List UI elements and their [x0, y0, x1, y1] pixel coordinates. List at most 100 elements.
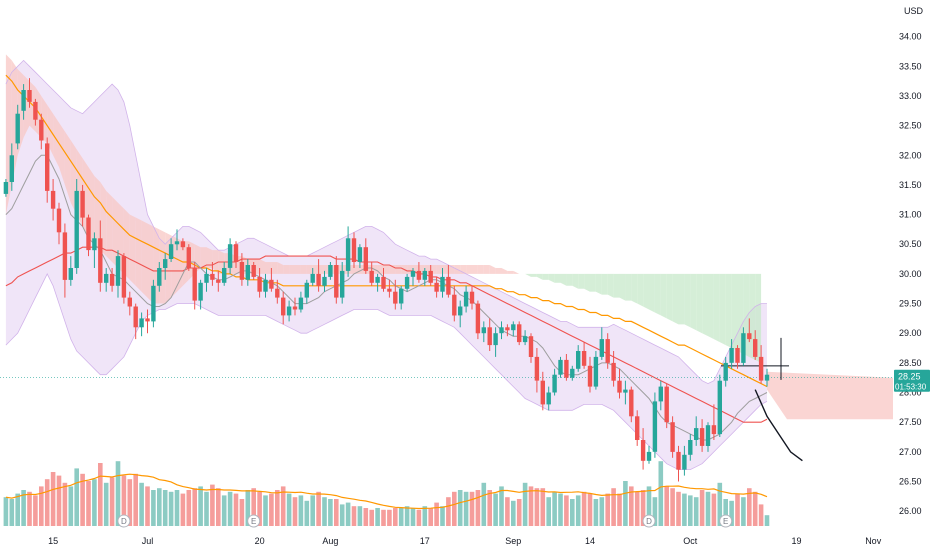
event-marker: E [247, 514, 261, 528]
cloud-forward [767, 371, 893, 420]
volume-bar [275, 490, 280, 526]
volume-bar [599, 497, 605, 526]
cloud-segment [489, 265, 496, 274]
volume-bar [50, 472, 56, 526]
cloud-segment [536, 273, 543, 280]
cloud-segment [177, 238, 183, 292]
cloud-segment [129, 214, 136, 286]
candle-body [281, 297, 286, 316]
candle-body [375, 276, 380, 283]
time-tick-label: 15 [48, 536, 58, 546]
price-axis[interactable]: 26.00 26.50 27.00 27.50 28.00 28.50 29.00 29.50… [893, 0, 932, 550]
volume-bar [198, 486, 203, 526]
volume-bar [109, 477, 115, 526]
volume-bar [434, 502, 439, 526]
candle-body [328, 265, 333, 277]
bb-lower-line [5, 272, 768, 471]
volume-bar [723, 499, 728, 526]
cloud-segment [531, 273, 537, 277]
volume-bar [174, 490, 180, 526]
cloud-segment [94, 176, 101, 251]
event-marker: D [642, 514, 656, 528]
volume-bar [62, 482, 68, 526]
cloud-segment [283, 265, 290, 274]
candle-body [151, 285, 156, 322]
candle-body [552, 374, 557, 393]
cloud-segment [672, 273, 679, 325]
event-marker-badge [247, 514, 261, 528]
volume-bar [617, 493, 622, 526]
volume-bar [351, 506, 357, 526]
cloud-segment [483, 265, 490, 274]
sma-fast-line [5, 154, 768, 441]
candle-body [227, 244, 233, 268]
candle-body [104, 273, 109, 283]
cloud-segment [295, 265, 301, 274]
volume-bar [216, 488, 221, 526]
price-tick-label: 26.00 [899, 506, 922, 516]
candle-body [269, 279, 274, 289]
volume-bar [292, 497, 298, 526]
candle-body [62, 232, 68, 280]
time-axis[interactable]: 15Jul20Aug17Sep14Oct19Nov16Dec14 [0, 532, 932, 550]
candle-body [558, 359, 563, 375]
cloud-segment [395, 265, 402, 274]
candle-body [251, 265, 256, 277]
cloud-segment [442, 265, 449, 274]
projection-line [754, 389, 803, 462]
volume-bar [534, 488, 540, 526]
cloud-segment [625, 273, 632, 301]
volume-bar [322, 497, 327, 526]
volume-bar [540, 488, 546, 526]
cloud-segment [578, 273, 585, 289]
cloud-segment [206, 247, 213, 268]
candle-body [664, 386, 669, 423]
event-marker: E [719, 514, 733, 528]
candle-body [21, 90, 26, 111]
volume-bar [629, 486, 634, 526]
candle-body [80, 190, 85, 218]
cloud-segment [377, 265, 384, 274]
candle-body [39, 119, 44, 141]
candle-body [198, 282, 203, 301]
cloud-segment [719, 273, 726, 346]
volume-bar [404, 506, 410, 526]
volume-bar [593, 499, 599, 526]
cloud-segment [306, 265, 313, 274]
volume-bar [652, 497, 658, 526]
volume-bar [670, 488, 675, 526]
volume-bar [286, 493, 292, 526]
volume-bar [80, 473, 85, 526]
candle-body [334, 265, 339, 298]
time-axis-panel [0, 532, 893, 550]
event-marker-label: D [121, 517, 127, 526]
candle-body [163, 259, 168, 268]
volume-bar [151, 490, 156, 526]
volume-bar [157, 488, 162, 526]
volume-bar [640, 490, 646, 526]
volume-bar [239, 499, 245, 526]
time-tick-label: Jul [142, 536, 154, 546]
candle-body [322, 276, 327, 286]
candle-body [428, 270, 433, 283]
candle-body [369, 270, 374, 283]
volume-bar [440, 506, 445, 526]
volume-bar [127, 479, 133, 526]
price-tick-label: 30.00 [899, 269, 922, 279]
candle-body [298, 297, 304, 310]
volume-bar [363, 508, 369, 526]
cloud-segment [53, 113, 59, 168]
volume-bar [516, 499, 522, 526]
cloud-segment [466, 265, 472, 274]
volume-bar [705, 491, 711, 526]
candle-body [747, 333, 752, 340]
volume-bar [398, 508, 404, 526]
volume-bar [180, 493, 186, 526]
volume-bar [428, 508, 433, 526]
candle-body [540, 380, 545, 405]
volume-bar [74, 468, 79, 526]
volume-bar [233, 493, 239, 526]
volume-bar [605, 493, 610, 526]
cloud-segment [649, 273, 655, 313]
